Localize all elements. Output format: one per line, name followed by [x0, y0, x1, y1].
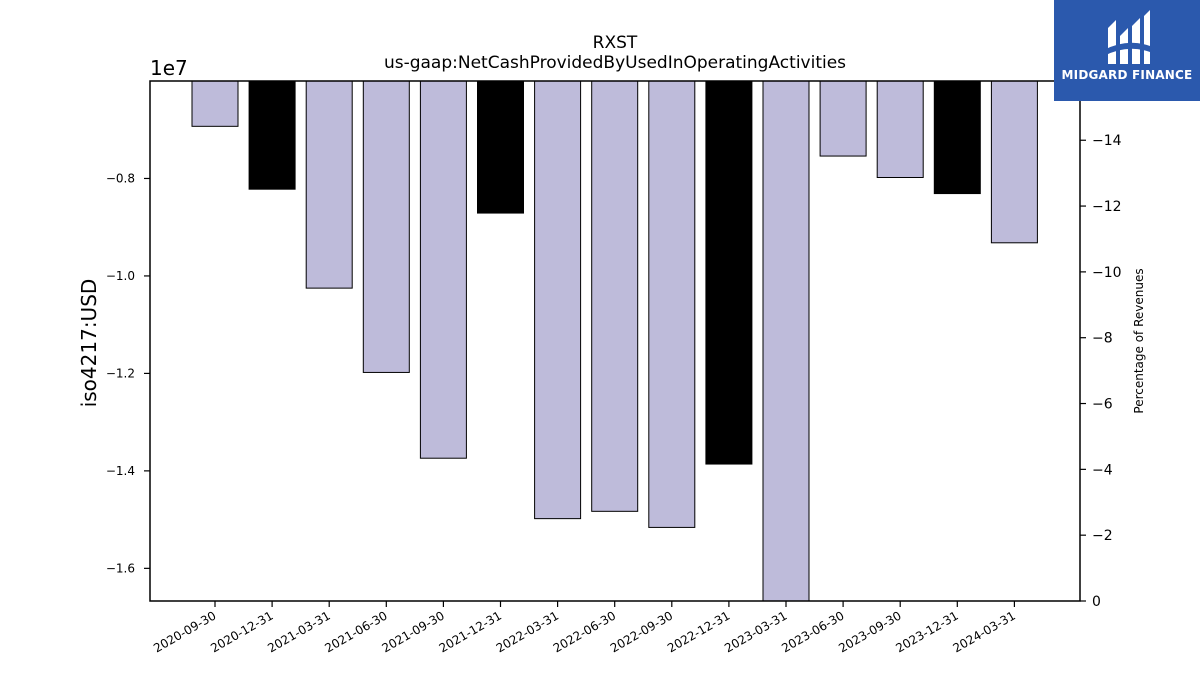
x-tick-label: 2024-03-31 — [950, 608, 1017, 655]
x-tick-label: 2020-09-30 — [151, 608, 218, 655]
y-tick-label: −1.6 — [106, 561, 135, 575]
bar-2021-06-30 — [362, 80, 410, 373]
y-offset-label: 1e7 — [150, 56, 188, 80]
bar-2021-09-30 — [419, 80, 467, 459]
bar-2021-03-31 — [305, 80, 353, 289]
y2-tick-label: −8 — [1092, 331, 1113, 347]
y-tick-label: −1.4 — [106, 464, 135, 478]
x-tick-label: 2023-09-30 — [836, 608, 903, 655]
x-tick-label: 2023-03-31 — [722, 608, 789, 655]
bars-layer — [191, 80, 1038, 602]
logo-text: MIDGARD FINANCE — [1061, 68, 1193, 82]
x-tick-label: 2022-06-30 — [551, 608, 618, 655]
x-tick-label: 2021-12-31 — [437, 608, 504, 655]
y-axis-left: −0.8 −1.0 −1.2 −1.4 −1.6 — [106, 171, 150, 575]
chart-subtitle: us-gaap:NetCashProvidedByUsedInOperating… — [384, 53, 846, 73]
bar-2021-12-31 — [477, 80, 524, 214]
x-tick-label: 2021-06-30 — [322, 608, 389, 655]
x-tick-label: 2021-09-30 — [379, 608, 446, 655]
y2-tick-label: −10 — [1092, 265, 1122, 281]
chart-title: RXST — [593, 33, 638, 53]
y2-tick-label: −4 — [1092, 462, 1113, 478]
x-axis: 2020-09-302020-12-312021-03-312021-06-30… — [151, 601, 1018, 655]
y-tick-label: −1.2 — [106, 366, 135, 380]
x-tick-label: 2022-12-31 — [665, 608, 732, 655]
x-tick-label: 2020-12-31 — [208, 608, 275, 655]
bar-2023-03-31 — [762, 80, 810, 602]
bar-2022-12-31 — [705, 80, 753, 465]
x-tick-label: 2021-03-31 — [265, 608, 332, 655]
y-axis-right: −14 −12 −10 −8 −6 −4 −2 0 — [1080, 133, 1122, 610]
y2-tick-label: −14 — [1092, 133, 1122, 149]
x-tick-label: 2023-06-30 — [779, 608, 846, 655]
y-tick-label: −0.8 — [106, 171, 135, 185]
bar-2022-09-30 — [648, 80, 696, 528]
y-axis-label: iso4217:USD — [77, 279, 101, 408]
bar-2020-12-31 — [248, 80, 296, 190]
bar-2022-06-30 — [591, 80, 639, 512]
x-tick-label: 2022-03-31 — [494, 608, 561, 655]
y2-tick-label: −2 — [1092, 528, 1113, 544]
bar-2022-03-31 — [534, 80, 582, 520]
x-tick-label: 2022-09-30 — [608, 608, 675, 655]
bar-2020-09-30 — [191, 80, 239, 127]
bar-2023-06-30 — [819, 80, 867, 157]
bar-2023-12-31 — [933, 80, 981, 195]
y2-tick-label: 0 — [1092, 594, 1101, 610]
y2-tick-label: −12 — [1092, 199, 1122, 215]
bar-2023-09-30 — [876, 80, 924, 178]
bar-2024-03-31 — [990, 80, 1038, 244]
brand-logo: MIDGARD FINANCE — [1054, 0, 1200, 101]
x-tick-label: 2023-12-31 — [893, 608, 960, 655]
logo-mark-icon — [1104, 10, 1150, 64]
y2-axis-label: Percentage of Revenues — [1132, 268, 1146, 413]
y2-tick-label: −6 — [1092, 397, 1113, 413]
y-tick-label: −1.0 — [106, 269, 135, 283]
